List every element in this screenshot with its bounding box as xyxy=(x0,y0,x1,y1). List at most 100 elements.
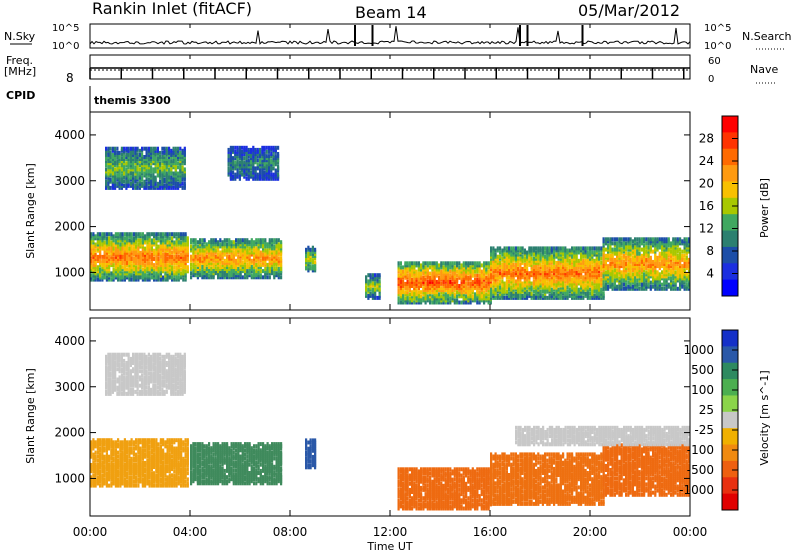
power-cell xyxy=(452,261,454,265)
power-cell xyxy=(170,176,172,180)
power-cell xyxy=(474,278,476,282)
power-cell xyxy=(551,265,553,269)
power-cell xyxy=(171,255,173,259)
power-cell xyxy=(427,268,429,272)
power-cell xyxy=(472,280,474,284)
power-cell xyxy=(206,242,208,246)
power-cell xyxy=(504,246,506,250)
power-cell xyxy=(533,279,535,283)
power-cell xyxy=(132,172,134,176)
power-cell xyxy=(201,238,203,242)
power-cell xyxy=(476,301,478,305)
power-cell xyxy=(666,237,668,241)
power-cell xyxy=(659,272,661,276)
power-cell xyxy=(167,274,169,278)
power-cell xyxy=(630,258,632,262)
power-cell xyxy=(158,257,160,261)
power-cell xyxy=(159,161,161,165)
power-cell xyxy=(497,294,499,298)
power-cell xyxy=(456,290,458,294)
power-cell xyxy=(458,261,460,265)
power-cell xyxy=(411,290,413,294)
power-cell xyxy=(130,147,132,151)
power-cell xyxy=(681,264,683,268)
power-cell xyxy=(524,257,526,261)
power-cell xyxy=(106,276,108,280)
power-cell xyxy=(499,246,501,250)
power-cell xyxy=(465,261,467,265)
power-cell xyxy=(173,278,175,282)
power-cell xyxy=(569,288,571,292)
power-cell xyxy=(104,241,106,245)
power-cell xyxy=(215,267,217,271)
power-cell xyxy=(125,167,127,171)
power-cell xyxy=(495,288,497,292)
power-cell xyxy=(497,255,499,259)
power-cell xyxy=(151,276,153,280)
power-cell xyxy=(187,265,189,269)
power-cell xyxy=(551,246,553,250)
power-cell xyxy=(110,147,112,151)
power-cell xyxy=(522,246,524,250)
power-cell xyxy=(544,251,546,255)
power-cell xyxy=(528,246,530,250)
power-cell xyxy=(95,243,97,247)
power-cell xyxy=(179,151,181,155)
power-cell xyxy=(166,172,168,176)
power-cell xyxy=(490,273,492,277)
power-cell xyxy=(449,274,451,278)
power-cell xyxy=(101,232,103,236)
power-cell xyxy=(416,270,418,274)
power-cell xyxy=(627,262,629,266)
power-cell xyxy=(630,237,632,241)
power-cell xyxy=(585,271,587,275)
power-cell xyxy=(668,248,670,252)
power-cell xyxy=(146,147,148,151)
power-cell xyxy=(190,275,192,279)
power-cell xyxy=(133,232,135,236)
power-cell xyxy=(159,151,161,155)
power-cell xyxy=(167,263,169,267)
power-cell xyxy=(605,248,607,252)
power-cell xyxy=(603,283,605,287)
power-cell xyxy=(130,182,132,186)
power-cell xyxy=(524,263,526,267)
power-cell xyxy=(618,237,620,241)
power-cell xyxy=(515,263,517,267)
power-cell xyxy=(659,262,661,266)
power-cell xyxy=(110,278,112,282)
power-cell xyxy=(116,151,118,155)
power-cell xyxy=(587,251,589,255)
power-cell xyxy=(213,238,215,242)
power-cell xyxy=(113,263,115,267)
power-cell xyxy=(501,249,503,253)
power-cell xyxy=(233,251,235,255)
power-cell xyxy=(161,151,163,155)
power-cell xyxy=(621,248,623,252)
power-cell xyxy=(533,257,535,261)
power-cell xyxy=(641,248,643,252)
power-cell xyxy=(150,165,152,169)
power-cell xyxy=(531,292,533,296)
power-cell xyxy=(440,286,442,290)
power-cell xyxy=(476,278,478,282)
power-cell xyxy=(374,288,376,292)
power-cell xyxy=(681,254,683,258)
power-cell xyxy=(123,147,125,151)
power-cell xyxy=(135,232,137,236)
power-cell xyxy=(258,238,260,242)
power-cell xyxy=(173,172,175,176)
power-cell xyxy=(144,247,146,251)
power-cell xyxy=(139,153,141,157)
power-cell xyxy=(413,261,415,265)
power-cell xyxy=(431,294,433,298)
power-cell xyxy=(427,261,429,265)
power-cell xyxy=(260,238,262,242)
power-cell xyxy=(190,238,192,242)
power-cell xyxy=(600,277,602,281)
power-cell xyxy=(645,241,647,245)
power-cell xyxy=(650,281,652,285)
power-cell xyxy=(533,246,535,250)
power-cell xyxy=(504,253,506,257)
power-cell xyxy=(125,161,127,165)
